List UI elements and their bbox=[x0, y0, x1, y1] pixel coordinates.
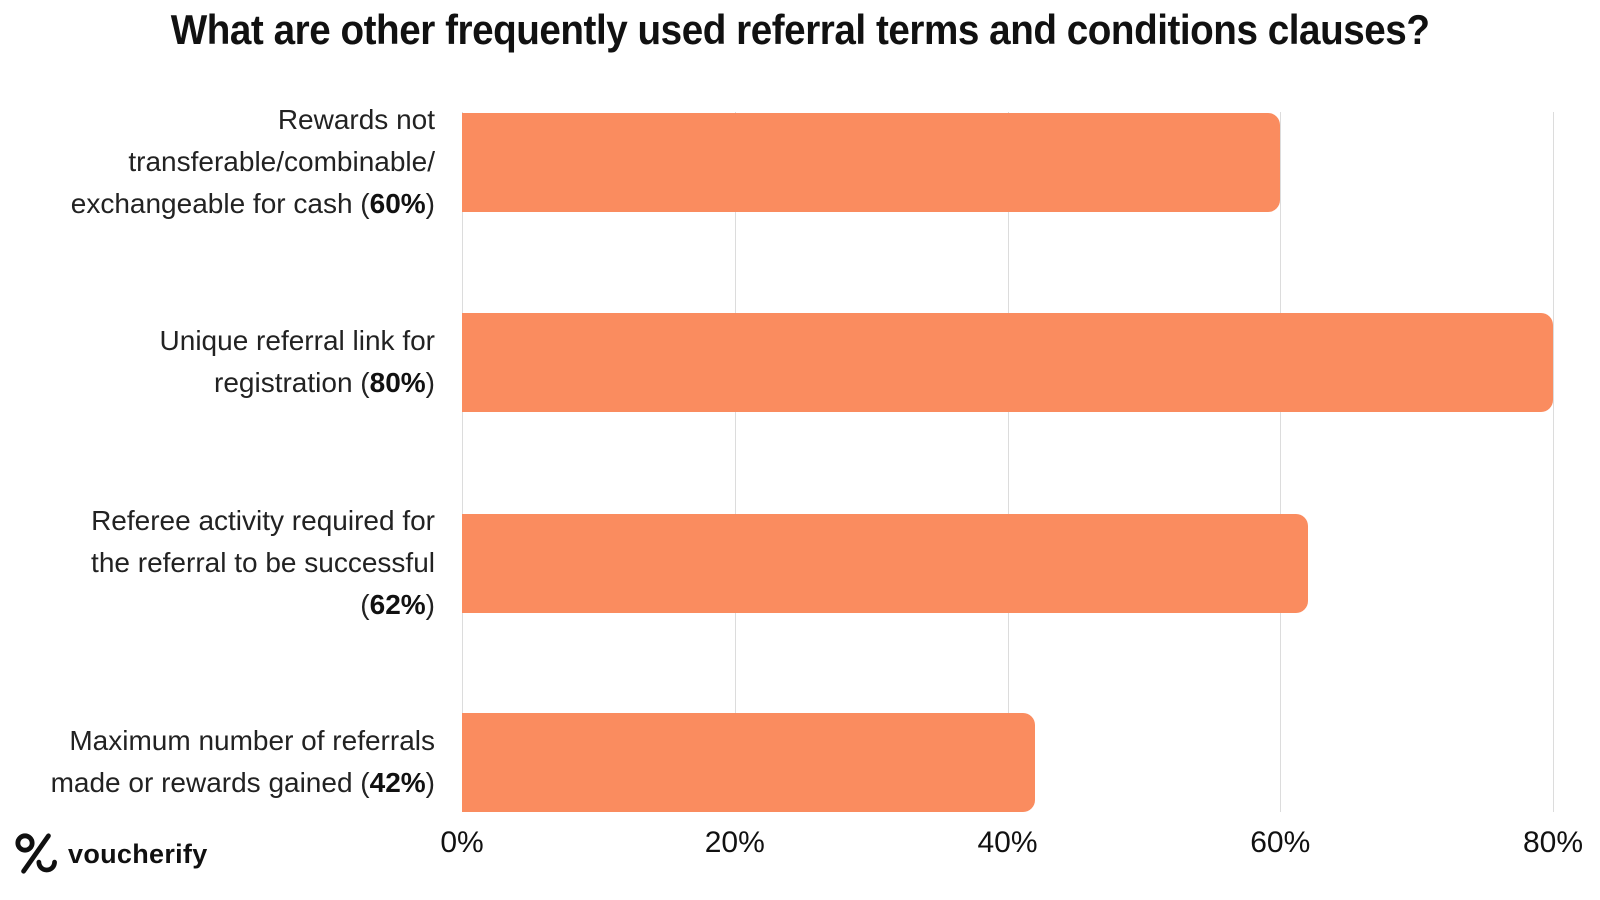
chart-title: What are other frequently used referral … bbox=[0, 6, 1600, 54]
x-tick-label-20%: 20% bbox=[704, 826, 765, 859]
gridline-80% bbox=[1553, 112, 1554, 812]
gridline-60% bbox=[1280, 112, 1282, 812]
x-tick-label-80%: 80% bbox=[1522, 826, 1584, 859]
bar-80% bbox=[462, 312, 1553, 412]
logo-text: voucherify bbox=[68, 838, 208, 869]
chart-title-text: What are other frequently used referral … bbox=[170, 6, 1430, 53]
bar-62% bbox=[462, 513, 1308, 613]
bar-42% bbox=[462, 712, 1035, 812]
bar-60% bbox=[462, 112, 1281, 212]
voucherify-logo: voucherify bbox=[14, 830, 208, 878]
gridline-40% bbox=[1007, 112, 1009, 812]
category-label: Maximum number of referrals made or rewar… bbox=[50, 725, 435, 798]
category-label: Unique referral link for registration (80… bbox=[159, 325, 435, 398]
percent-logo-icon bbox=[14, 832, 58, 876]
category-label: Referee activity required for the referra… bbox=[91, 505, 435, 620]
x-tick-label-0%: 0% bbox=[440, 826, 484, 859]
gridline-20% bbox=[734, 112, 736, 812]
x-tick-label-60%: 60% bbox=[1250, 826, 1311, 859]
category-label: Rewards not transferable/combinable/excha… bbox=[70, 104, 435, 219]
x-tick-label-40%: 40% bbox=[977, 826, 1038, 859]
gridline-0% bbox=[462, 112, 463, 812]
